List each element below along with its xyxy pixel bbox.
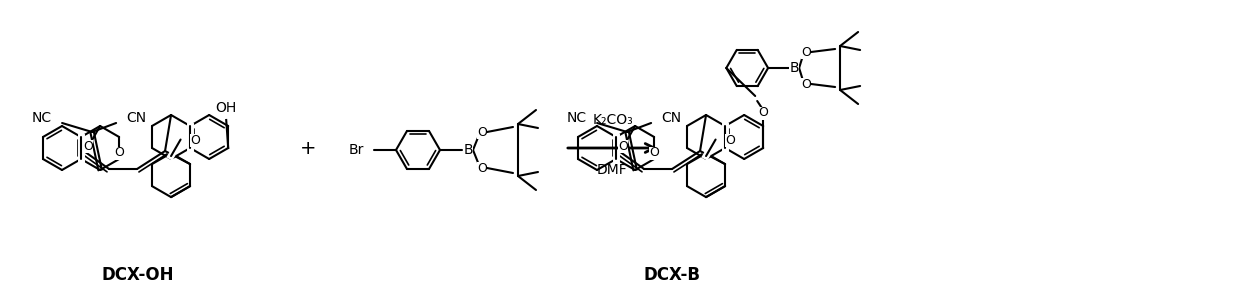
Text: O: O [801,77,811,91]
Text: O: O [114,146,124,159]
Text: O: O [477,125,487,139]
Text: +: + [300,139,316,157]
Text: DCX-OH: DCX-OH [102,266,175,284]
Text: CN: CN [126,111,146,125]
Text: O: O [190,134,200,146]
Text: NC: NC [567,111,587,125]
Text: O: O [83,139,93,152]
Text: O: O [801,45,811,58]
Text: O: O [759,107,768,120]
Text: B: B [464,143,472,157]
Text: O: O [650,146,660,159]
Text: NC: NC [32,111,52,125]
Text: DCX-B: DCX-B [644,266,701,284]
Text: B: B [790,61,799,75]
Text: OH: OH [216,101,237,115]
Text: O: O [619,139,627,152]
Text: O: O [725,134,735,146]
Text: Br: Br [348,143,365,157]
Text: DMF: DMF [598,163,627,177]
Text: CN: CN [661,111,681,125]
Text: O: O [477,162,487,175]
Text: K₂CO₃: K₂CO₃ [593,113,632,127]
